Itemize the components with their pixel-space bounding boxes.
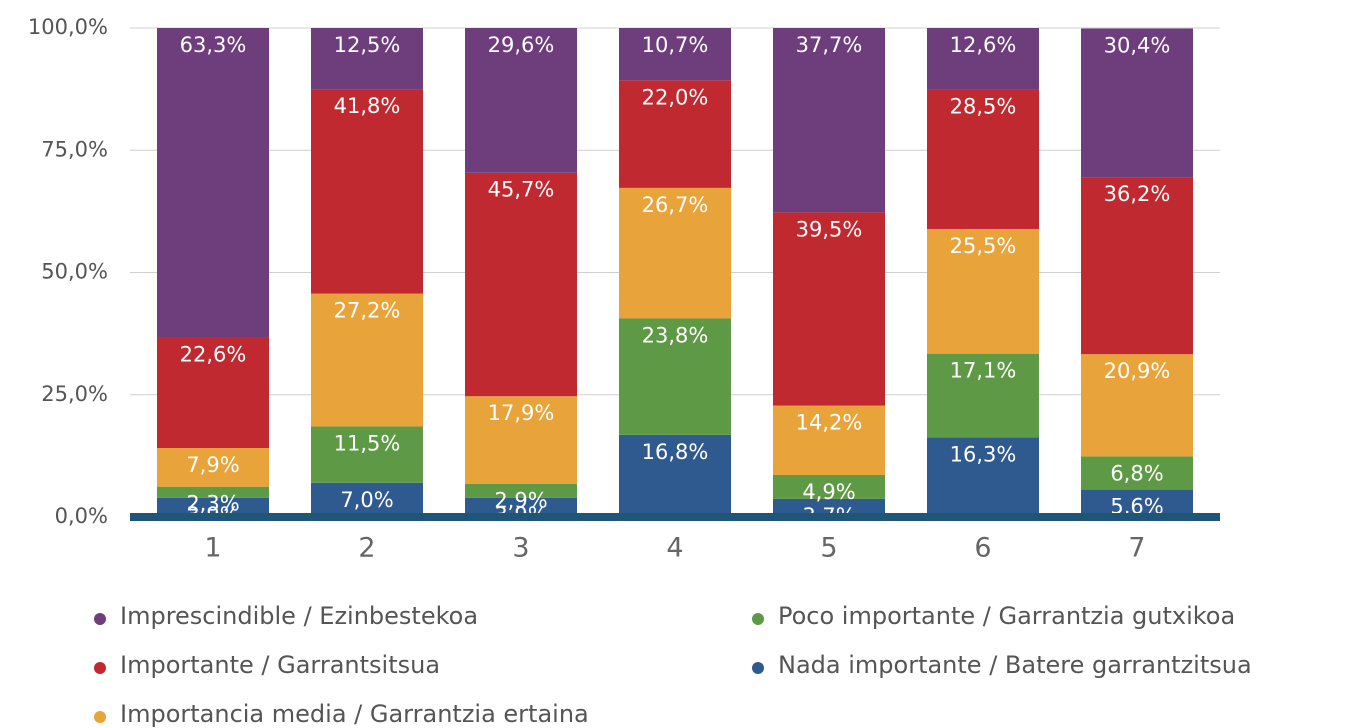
bar-segment: [157, 28, 269, 338]
value-label: 22,0%: [642, 85, 709, 109]
bar-segment: [465, 28, 577, 173]
value-label: 12,5%: [334, 33, 401, 57]
legend-label: Poco importante / Garrantzia gutxikoa: [778, 602, 1235, 630]
legend-marker: [94, 662, 106, 674]
y-tick-label: 0,0%: [55, 504, 108, 528]
bar-segment: [311, 293, 423, 427]
value-label: 26,7%: [642, 193, 709, 217]
value-label: 27,2%: [334, 299, 401, 323]
bar-segment: [773, 212, 885, 406]
value-label: 28,5%: [950, 95, 1017, 119]
bar-segment: [157, 448, 269, 487]
bar-segment: [465, 172, 577, 397]
value-label: 39,5%: [796, 217, 863, 241]
value-label: 16,8%: [642, 440, 709, 464]
bar-segment: [1081, 456, 1193, 490]
x-tick-label: 2: [358, 533, 375, 564]
value-label: 22,6%: [180, 343, 247, 367]
legend-label: Importancia media / Garrantzia ertaina: [120, 700, 589, 728]
bar-segment: [465, 483, 577, 498]
value-label: 20,9%: [1104, 359, 1171, 383]
bar-segment: [619, 318, 731, 435]
value-label: 7,9%: [186, 453, 239, 477]
bar-segment: [157, 497, 269, 517]
y-tick-label: 25,0%: [41, 382, 108, 406]
value-label: 25,5%: [950, 234, 1017, 258]
value-label: 4,9%: [802, 480, 855, 504]
bar-segment: [619, 187, 731, 319]
bar-segment: [311, 28, 423, 90]
value-label: 36,2%: [1104, 182, 1171, 206]
y-tick-label: 100,0%: [28, 15, 108, 39]
bar-segment: [773, 474, 885, 499]
x-tick-label: 1: [204, 533, 221, 564]
value-label: 37,7%: [796, 33, 863, 57]
value-label: 7,0%: [340, 488, 393, 512]
value-label: 6,8%: [1110, 461, 1163, 485]
legend-marker: [94, 711, 106, 723]
bar-segment: [1081, 354, 1193, 457]
value-label: 12,6%: [950, 33, 1017, 57]
bar-segment: [311, 482, 423, 517]
value-label: 41,8%: [334, 94, 401, 118]
value-label: 14,2%: [796, 411, 863, 435]
x-tick-label: 6: [974, 533, 991, 564]
value-label: 63,3%: [180, 33, 247, 57]
bar-segment: [927, 437, 1039, 517]
bar-segment: [1081, 177, 1193, 355]
legend-marker: [752, 662, 764, 674]
bar-segment: [927, 89, 1039, 229]
value-label: 16,3%: [950, 442, 1017, 466]
bar-segment: [311, 426, 423, 483]
value-label: 2,3%: [186, 492, 239, 516]
bar-segment: [311, 89, 423, 294]
bar-segment: [773, 498, 885, 517]
bar-segment: [773, 405, 885, 475]
bar-segment: [619, 28, 731, 81]
bar-segment: [157, 337, 269, 449]
x-tick-label: 3: [512, 533, 529, 564]
bar-segment: [927, 353, 1039, 438]
bar-segment: [619, 434, 731, 517]
legend-label: Nada importante / Batere garrantzitsua: [778, 651, 1252, 679]
value-label: 2,9%: [494, 489, 547, 513]
bar-segment: [773, 28, 885, 213]
bar-segment: [619, 80, 731, 188]
y-tick-label: 75,0%: [41, 137, 108, 161]
value-label: 10,7%: [642, 33, 709, 57]
value-label: 45,7%: [488, 178, 555, 202]
bar-segment: [927, 28, 1039, 90]
value-label: 17,1%: [950, 359, 1017, 383]
legend-label: Importante / Garrantsitsua: [120, 651, 440, 679]
bar-segment: [927, 228, 1039, 354]
value-label: 17,9%: [488, 401, 555, 425]
bar-segment: [157, 486, 269, 498]
value-label: 30,4%: [1104, 33, 1171, 57]
value-label: 5,6%: [1110, 495, 1163, 519]
bar-segment: [1081, 28, 1193, 178]
x-tick-label: 5: [820, 533, 837, 564]
bar-segment: [465, 396, 577, 484]
legend-label: Imprescindible / Ezinbestekoa: [120, 602, 478, 630]
y-tick-label: 50,0%: [41, 260, 108, 284]
value-label: 11,5%: [334, 432, 401, 456]
legend-marker: [752, 613, 764, 625]
x-tick-label: 4: [666, 533, 683, 564]
value-label: 29,6%: [488, 33, 555, 57]
value-label: 23,8%: [642, 323, 709, 347]
x-tick-label: 7: [1128, 533, 1145, 564]
bar-segment: [465, 497, 577, 517]
legend-marker: [94, 613, 106, 625]
bar-segment: [1081, 489, 1193, 517]
